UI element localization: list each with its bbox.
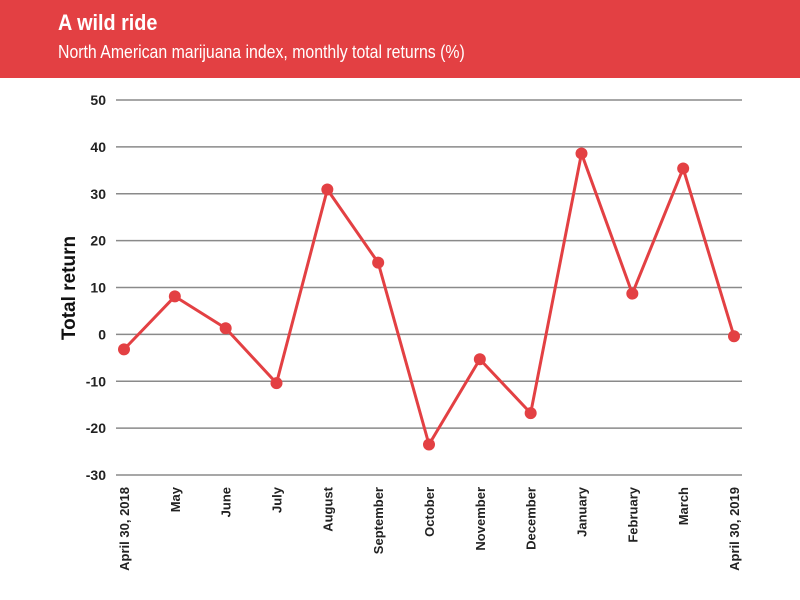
data-point: [270, 377, 283, 390]
x-tick-label: May: [168, 486, 183, 512]
y-tick-label: 10: [90, 280, 106, 296]
data-point: [727, 330, 740, 343]
x-tick-label: February: [625, 486, 640, 542]
y-tick-label: 30: [90, 186, 106, 202]
x-tick-label: June: [219, 487, 234, 517]
series-line: [122, 151, 736, 447]
chart-subtitle: North American marijuana index, monthly …: [58, 42, 465, 62]
data-point: [168, 290, 181, 303]
y-tick-label: -20: [86, 420, 106, 436]
x-tick-label: April 30, 2018: [117, 487, 132, 571]
x-tick-label: September: [371, 487, 386, 554]
data-point: [524, 407, 537, 420]
y-tick-label: 50: [90, 92, 106, 108]
x-tick-label: January: [574, 486, 589, 537]
y-tick-label: -30: [86, 467, 106, 483]
chart-title: A wild ride: [58, 10, 158, 35]
x-tick-label: March: [676, 487, 691, 525]
data-point: [118, 343, 130, 356]
data-point: [473, 353, 486, 366]
y-tick-label: 40: [90, 139, 106, 155]
data-point: [219, 322, 232, 335]
y-tick-label: -10: [86, 373, 106, 389]
x-tick-label: August: [320, 486, 335, 531]
y-tick-label: 0: [98, 326, 106, 342]
x-tick-label: April 30, 2019: [727, 487, 742, 571]
data-point: [321, 183, 334, 196]
x-tick-label: December: [524, 487, 539, 550]
data-point: [626, 287, 639, 300]
header-banner: A wild ride North American marijuana ind…: [0, 0, 800, 78]
data-point: [575, 147, 588, 160]
data-point: [677, 162, 690, 175]
y-tick-label: 20: [90, 233, 106, 249]
x-tick-label: October: [422, 487, 437, 537]
data-point: [422, 438, 435, 451]
x-tick-label: July: [269, 486, 284, 513]
data-point: [372, 256, 385, 269]
y-axis-label: Total return: [59, 236, 80, 340]
x-tick-label: November: [473, 487, 488, 551]
